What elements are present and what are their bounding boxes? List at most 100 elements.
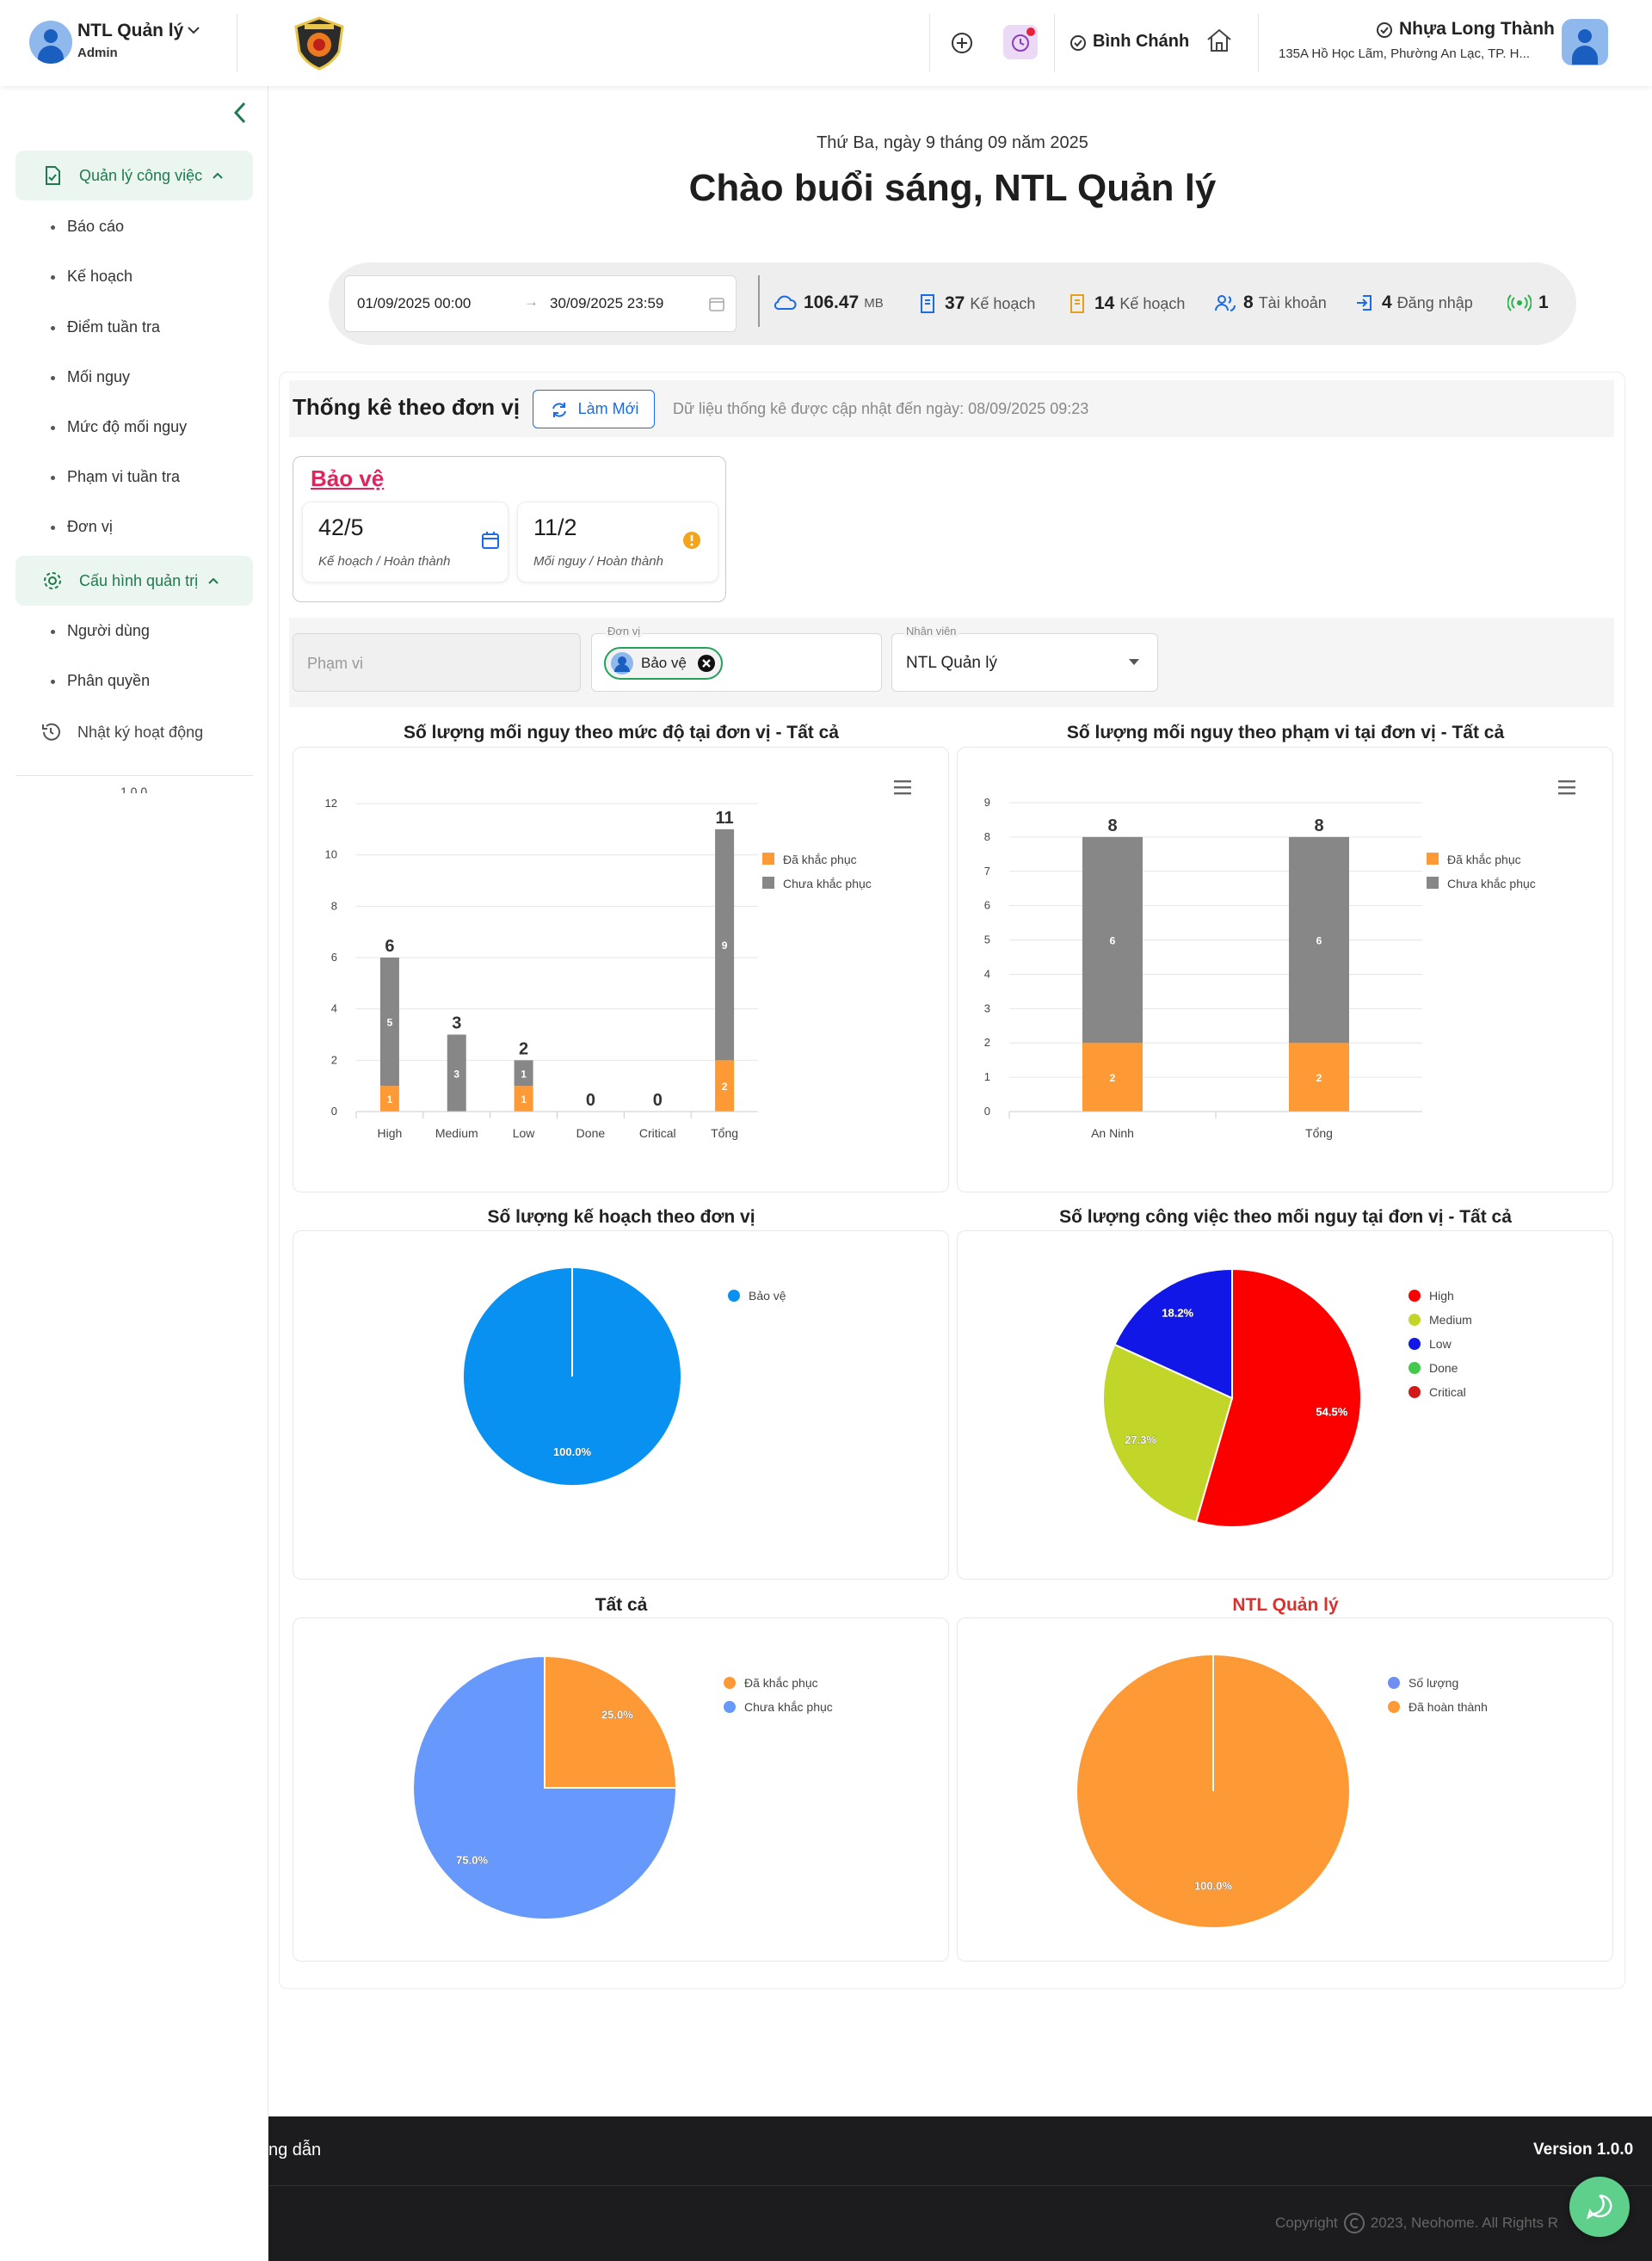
legend-marker — [1409, 1314, 1421, 1326]
sidebar-item-hazard-levels[interactable]: Mức độ mối nguy — [50, 418, 188, 435]
copyright-icon — [1343, 2213, 1365, 2233]
legend-label: Chưa khắc phục — [783, 877, 872, 890]
menu-group-label: Cấu hình quản trị — [79, 571, 199, 589]
home-icon[interactable] — [1205, 26, 1234, 55]
chart-title: Số lượng công việc theo mối nguy tại đơn… — [1059, 1207, 1512, 1227]
x-tick-label: Tổng — [711, 1126, 738, 1140]
bar-segment — [379, 958, 399, 1087]
divider — [929, 14, 930, 72]
date-to[interactable]: 30/09/2025 23:59 — [550, 295, 664, 311]
history-button[interactable] — [1003, 25, 1038, 59]
remove-chip-icon[interactable] — [697, 654, 716, 673]
chart-title: Số lượng kế hoạch theo đơn vị — [487, 1207, 755, 1227]
refresh-button[interactable]: Làm Mới — [533, 390, 655, 428]
user-name[interactable]: NTL Quản lý — [77, 21, 184, 40]
x-tick-label: Medium — [435, 1126, 478, 1140]
y-tick-label: 0 — [331, 1105, 337, 1118]
legend-marker — [724, 1701, 736, 1713]
storage-unit: MB — [864, 295, 884, 311]
sidebar-item-checkpoints[interactable]: Điểm tuần tra — [50, 318, 161, 336]
y-tick-label: 4 — [331, 1002, 337, 1015]
unit-select[interactable]: Đơn vị Bảo vệ — [591, 625, 882, 692]
calendar-icon — [709, 298, 724, 311]
unit-name-link[interactable]: Bảo vệ — [311, 465, 385, 491]
bar-total-label: 3 — [452, 1014, 461, 1033]
legend-marker — [728, 1290, 740, 1302]
pie-slice — [1194, 1267, 1362, 1528]
chevron-down-icon[interactable] — [186, 24, 201, 36]
legend-marker — [1409, 1386, 1421, 1398]
location-label[interactable]: Bình Chánh — [1093, 32, 1190, 51]
unit-select-label: Đơn vị — [606, 625, 643, 638]
bar-segment — [1082, 1043, 1143, 1112]
sidebar-item-reports[interactable]: Báo cáo — [50, 218, 125, 235]
caret-down-icon — [1129, 659, 1139, 665]
add-circle-icon[interactable] — [951, 32, 973, 54]
pie-slice-label: 54.5% — [1316, 1405, 1347, 1418]
chart-card-hazard-level: 0 2 4 6 8 10 12 High 1 5 6 Medium 3 3 Low 1 1 2 Done 0 Criti… — [293, 747, 949, 1192]
plan-stat-value: 42/5 — [318, 514, 364, 540]
date-from[interactable]: 01/09/2025 00:00 — [357, 295, 472, 311]
chart-card-tasks-by-hazard: 54.5% 27.3% 18.2% High Medium Low Done Critical — [957, 1230, 1613, 1580]
menu-group-task-management[interactable]: Quản lý công việc — [15, 151, 253, 200]
legend-label: Critical — [1429, 1385, 1466, 1399]
legend-marker — [1388, 1677, 1400, 1689]
collapse-sidebar-icon[interactable] — [231, 100, 250, 126]
top-header: NTL Quản lý Admin Bình Chánh Nhựa Long T… — [0, 0, 1652, 86]
legend-label: Low — [1429, 1337, 1452, 1351]
legend-marker — [762, 877, 774, 889]
company-name[interactable]: Nhựa Long Thành — [1399, 19, 1555, 39]
chat-button[interactable] — [1569, 2177, 1630, 2237]
sidebar-item-permissions[interactable]: Phân quyền — [50, 672, 151, 689]
bar-segment — [715, 829, 735, 1061]
y-tick-label: 7 — [984, 865, 990, 878]
user-role: Admin — [77, 46, 118, 60]
pie-slice-label: 18.2% — [1162, 1307, 1193, 1320]
gear-icon — [44, 572, 61, 589]
sidebar-item-plans[interactable]: Kế hoạch — [50, 268, 133, 285]
chart-title: Tất cả — [595, 1595, 648, 1615]
company-avatar[interactable] — [1562, 19, 1608, 65]
sidebar-item-hazards[interactable]: Mối nguy — [50, 368, 131, 385]
legend-marker — [1409, 1290, 1421, 1302]
footer-guide-link[interactable]: ng dẫn — [268, 2141, 322, 2159]
sidebar-item-patrol-scopes[interactable]: Phạm vi tuần tra — [50, 468, 181, 485]
logins-value: 4 — [1382, 293, 1392, 312]
sidebar-item-activity-log[interactable]: Nhật ký hoạt động — [15, 707, 253, 757]
scope-select[interactable]: Phạm vi — [293, 633, 581, 692]
legend-label: Số lượng — [1409, 1676, 1458, 1690]
staff-select[interactable]: Nhân viên NTL Quản lý — [891, 625, 1158, 692]
sidebar-version: 1.0.0 — [120, 785, 148, 793]
legend-marker — [1409, 1338, 1421, 1350]
menu-group-admin-config[interactable]: Cấu hình quản trị — [15, 556, 253, 606]
bar-segment — [514, 1060, 533, 1087]
bar-total-label: 0 — [653, 1091, 663, 1110]
unit-card[interactable]: Bảo vệ 42/5 Kế hoạch / Hoàn thành 11/2 M… — [293, 456, 726, 602]
updated-text: Dữ liệu thống kê được cập nhật đến ngày:… — [673, 400, 1089, 417]
staff-select-value: NTL Quản lý — [906, 654, 997, 672]
bar-segment — [1082, 836, 1143, 1044]
login-icon — [1357, 295, 1372, 311]
y-tick-label: 6 — [984, 899, 990, 912]
check-circle-icon — [1377, 22, 1392, 38]
legend-label: Bảo vệ — [749, 1289, 786, 1303]
sidebar-item-units[interactable]: Đơn vị — [51, 518, 113, 535]
y-tick-label: 8 — [331, 899, 337, 912]
plans-by-unit-pie-chart: 100.0% Bảo vệ — [464, 1268, 786, 1485]
refresh-icon — [552, 402, 566, 417]
sidebar-item-users[interactable]: Người dùng — [51, 622, 150, 639]
stat-storage: 106.47 MB — [773, 293, 884, 313]
bar-value-label: 1 — [521, 1068, 527, 1080]
legend-label: Đã khắc phục — [1447, 853, 1521, 866]
user-avatar[interactable] — [29, 21, 72, 64]
staff-select-label: Nhân viên — [904, 625, 959, 638]
divider — [758, 275, 760, 327]
unit-chip[interactable]: Bảo vệ — [604, 647, 723, 680]
sidebar: Quản lý công việc Báo cáo Kế hoạch Điểm … — [0, 86, 268, 2261]
bar-segment — [715, 1060, 735, 1112]
date-range-picker[interactable]: 01/09/2025 00:00 → 30/09/2025 23:59 — [344, 275, 737, 332]
plans-total-value: 37 — [945, 293, 965, 313]
greeting-title: Chào buổi sáng, NTL Quản lý — [688, 167, 1217, 209]
chat-icon — [1586, 2194, 1612, 2220]
x-tick-label: Tổng — [1305, 1126, 1333, 1140]
